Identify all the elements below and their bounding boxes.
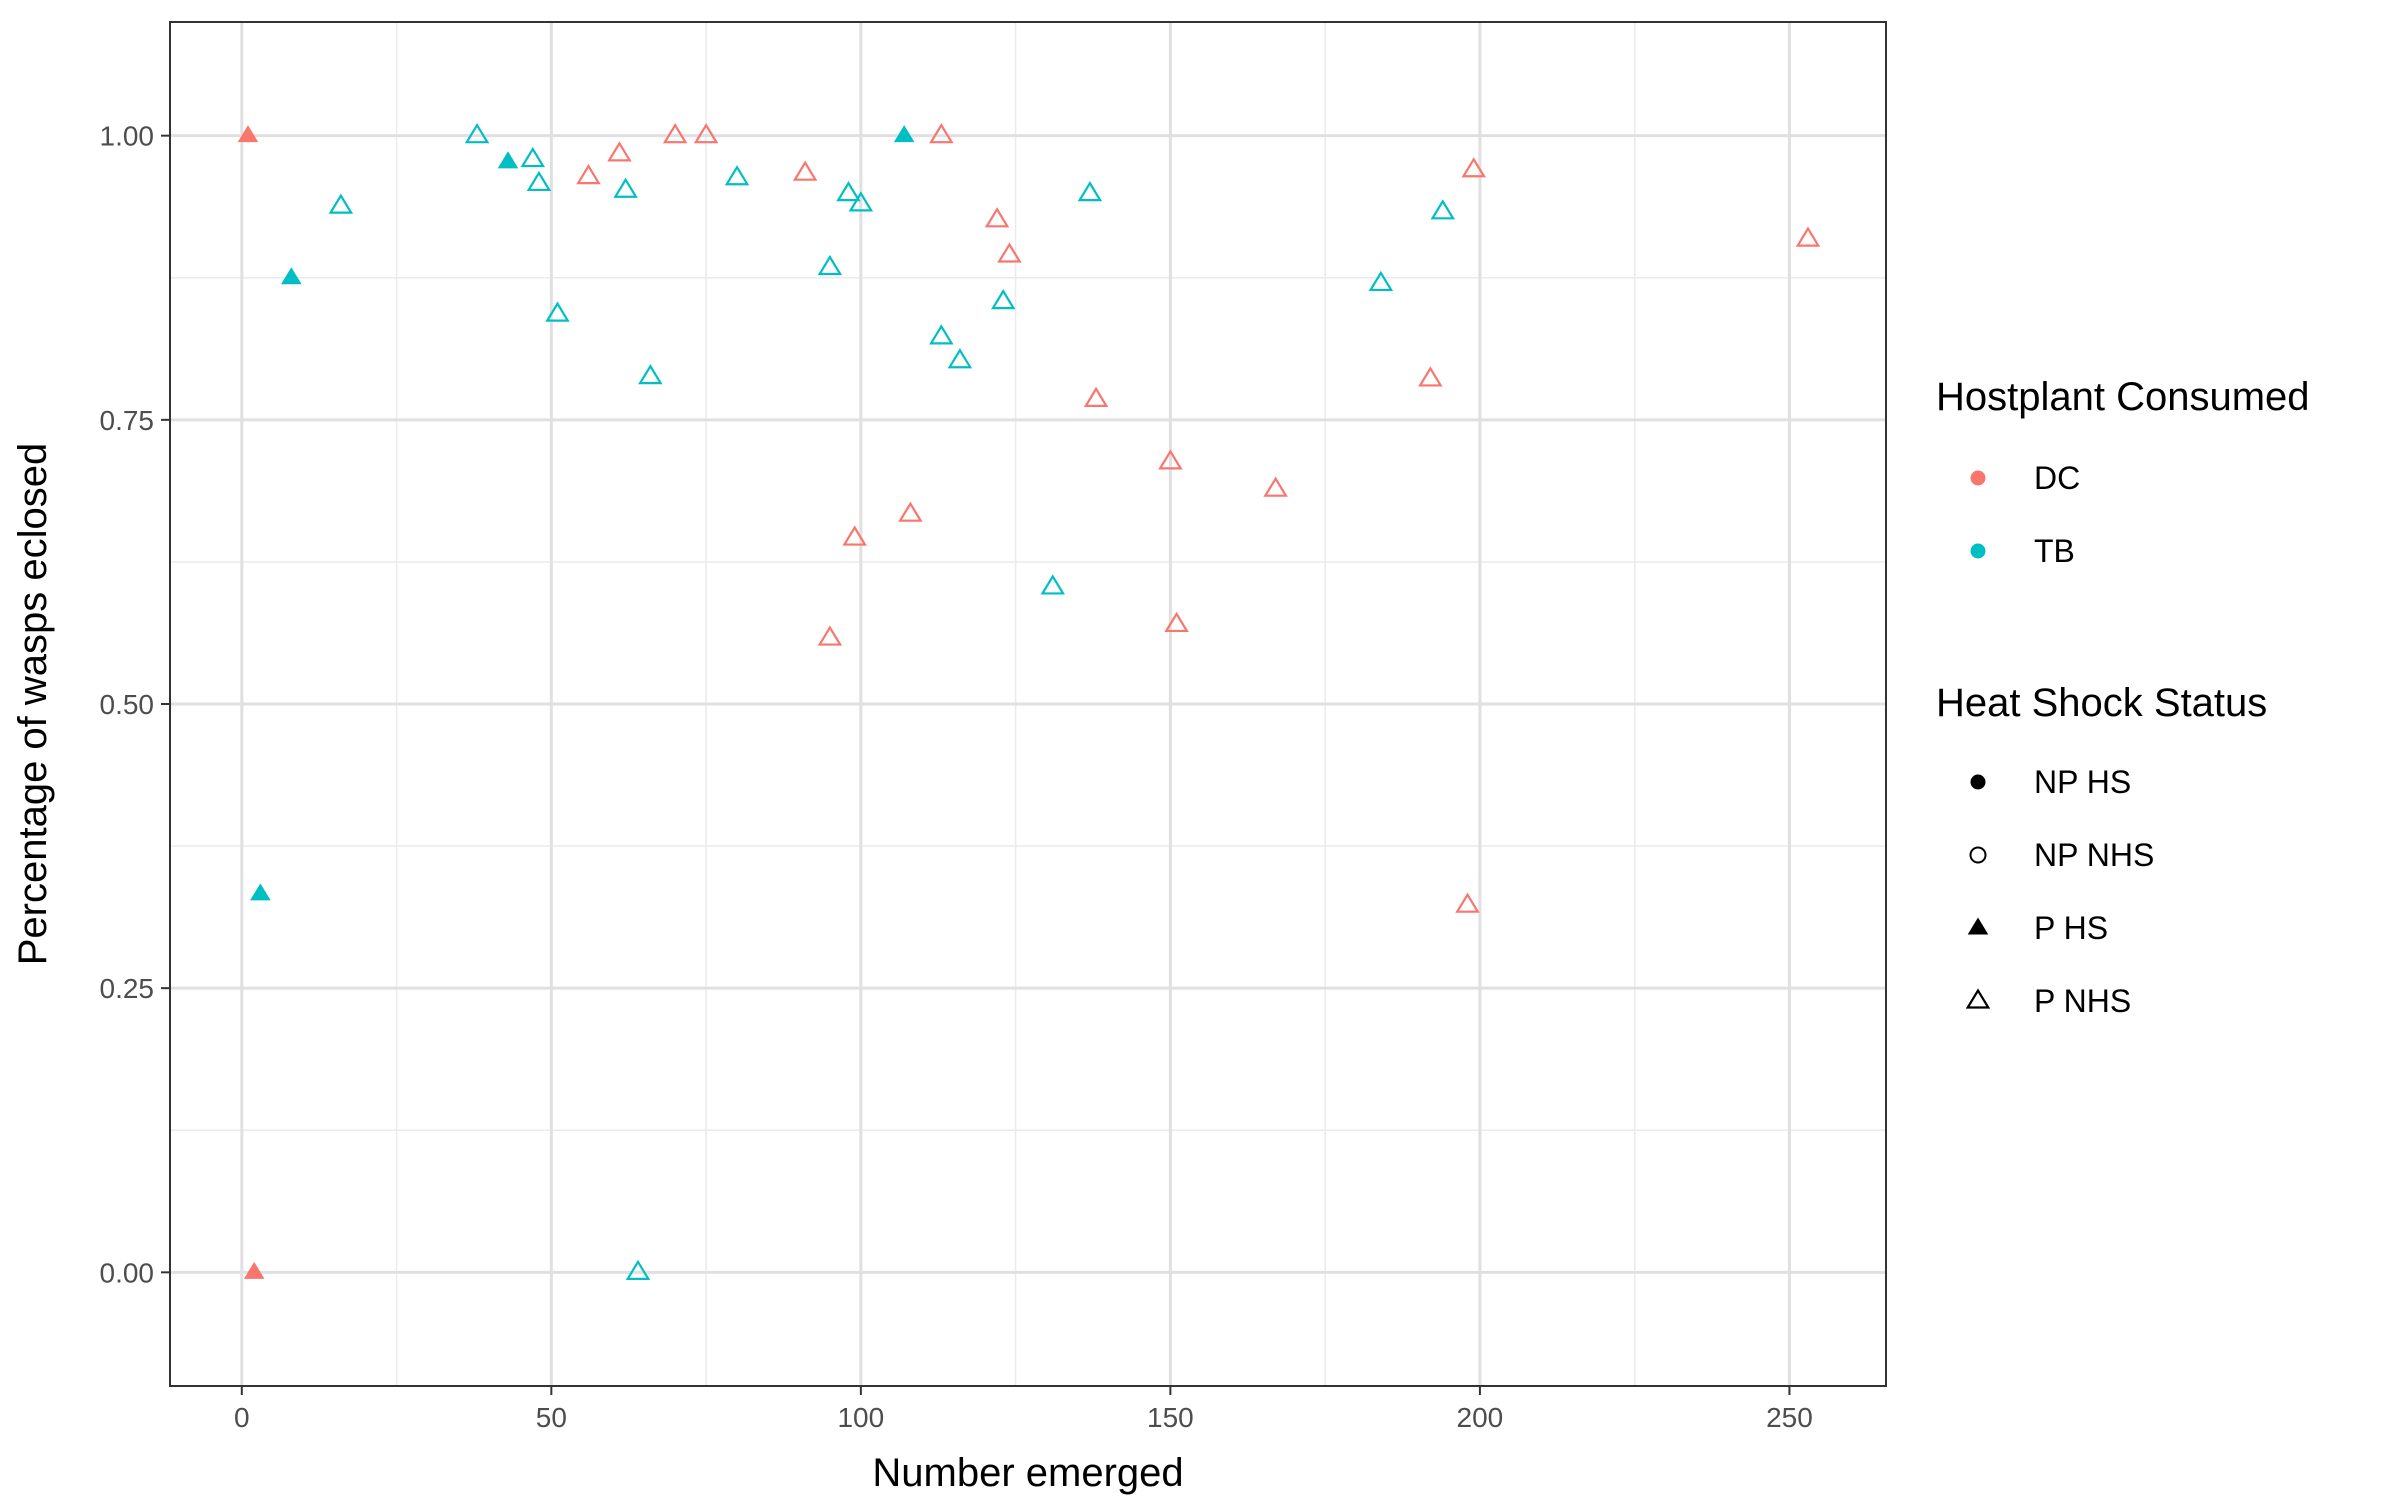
data-point-tb-p-nhs <box>947 348 973 369</box>
legend-hostplant: Hostplant Consumed DC TB <box>1936 375 2310 569</box>
x-tick-label: 250 <box>1766 1402 1813 1433</box>
legend-key-p-hs <box>1967 917 1989 935</box>
data-point-tb-p-nhs <box>625 1259 651 1280</box>
legend-heatshock: Heat Shock Status NP HS NP NHS P HS P NHS <box>1936 681 2267 1019</box>
data-point-dc-p-nhs <box>1795 226 1821 247</box>
y-tick-label: 0.25 <box>100 973 155 1004</box>
data-point-tb-p-nhs <box>848 191 874 212</box>
data-point-tb-p-hs <box>893 125 915 143</box>
legend-key-np-hs <box>1970 774 1986 790</box>
data-point-dc-p-nhs <box>1263 476 1288 497</box>
data-point-tb-p-hs <box>497 151 519 169</box>
x-axis-title: Number emerged <box>872 1451 1183 1495</box>
data-point-tb-p-nhs <box>520 146 546 168</box>
legend-label-p-hs: P HS <box>2034 910 2108 946</box>
data-point-tb-p-nhs <box>1430 199 1456 220</box>
data-point-tb-p-nhs <box>1077 181 1103 202</box>
x-tick-label: 100 <box>837 1402 884 1433</box>
data-point-tb-p-nhs <box>526 170 552 192</box>
data-point-tb-p-hs <box>281 267 302 285</box>
data-point-tb-p-nhs <box>638 364 663 385</box>
y-tick-label: 0.00 <box>100 1257 155 1288</box>
y-tick-label: 0.75 <box>100 405 155 436</box>
legend-label-tb: TB <box>2034 533 2075 569</box>
x-tick-label: 0 <box>234 1402 250 1433</box>
y-axis-title: Percentage of wasps eclosed <box>11 443 55 966</box>
legend-key-tb <box>1970 543 1986 559</box>
data-point-dc-p-nhs <box>662 123 688 144</box>
data-point-dc-p-hs <box>243 1261 265 1279</box>
x-tick-label: 50 <box>536 1402 567 1433</box>
legend-key-p-nhs <box>1965 988 1991 1009</box>
y-tick-label: 1.00 <box>100 121 155 152</box>
data-point-tb-p-nhs <box>1040 574 1066 595</box>
legend-label-np-hs: NP HS <box>2034 764 2131 800</box>
data-point-tb-p-nhs <box>545 301 570 322</box>
data-point-tb-p-nhs <box>613 177 638 198</box>
legend-label-np-nhs: NP NHS <box>2034 837 2154 873</box>
data-points <box>237 123 1821 1280</box>
data-point-dc-p-hs <box>237 125 259 143</box>
data-point-dc-p-nhs <box>929 123 954 144</box>
data-point-dc-p-nhs <box>1418 366 1443 387</box>
data-point-tb-p-nhs <box>724 165 750 186</box>
data-point-tb-p-nhs <box>328 193 354 214</box>
data-point-dc-p-nhs <box>576 163 601 185</box>
x-axis-ticks: 0 50 100 150 200 250 <box>234 1386 1813 1433</box>
data-point-dc-p-nhs <box>693 123 719 144</box>
x-tick-label: 150 <box>1147 1402 1194 1433</box>
legend-key-np-nhs <box>1969 846 1987 864</box>
legend-label-dc: DC <box>2034 460 2080 496</box>
data-point-tb-p-nhs <box>817 254 843 276</box>
grid-major <box>170 22 1886 1386</box>
data-point-dc-p-nhs <box>997 242 1022 263</box>
data-point-dc-p-nhs <box>984 207 1010 228</box>
legend-title-hostplant: Hostplant Consumed <box>1936 375 2310 419</box>
y-tick-label: 0.50 <box>100 689 155 720</box>
legend-title-heatshock: Heat Shock Status <box>1936 681 2267 725</box>
data-point-dc-p-nhs <box>1164 611 1189 633</box>
data-point-dc-p-nhs <box>792 160 818 181</box>
data-point-tb-p-nhs <box>990 288 1016 310</box>
data-point-tb-p-nhs <box>929 324 954 345</box>
data-point-tb-p-hs <box>250 883 271 901</box>
data-point-dc-p-nhs <box>898 501 923 522</box>
data-point-tb-p-nhs <box>1368 270 1394 292</box>
data-point-dc-p-nhs <box>607 141 632 162</box>
y-axis-ticks: 0.00 0.25 0.50 0.75 1.00 <box>100 121 170 1288</box>
data-point-tb-p-nhs <box>836 181 861 202</box>
data-point-tb-p-nhs <box>464 123 490 144</box>
data-point-dc-p-nhs <box>1455 892 1480 913</box>
data-point-dc-p-nhs <box>842 525 867 546</box>
legend-key-dc <box>1970 470 1986 486</box>
data-point-dc-p-nhs <box>1083 386 1109 407</box>
x-tick-label: 200 <box>1457 1402 1504 1433</box>
data-point-dc-p-nhs <box>1158 449 1183 470</box>
legend-label-p-nhs: P NHS <box>2034 983 2131 1019</box>
data-point-dc-p-nhs <box>1461 157 1486 178</box>
data-point-dc-p-nhs <box>817 625 843 646</box>
